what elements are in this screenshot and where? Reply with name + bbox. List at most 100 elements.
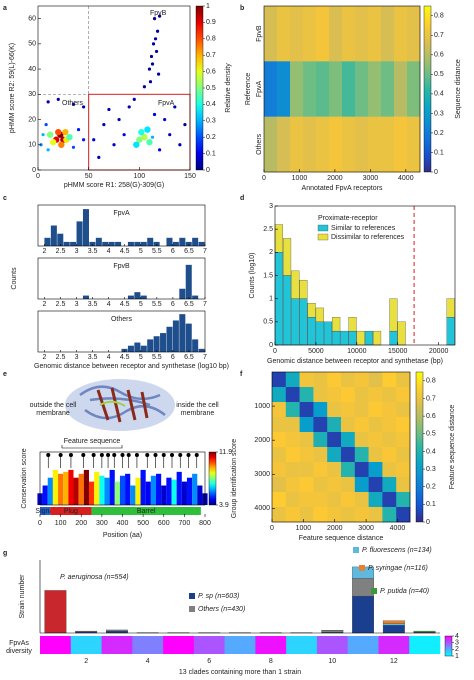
row-label: Others	[256, 133, 263, 155]
point	[102, 122, 106, 127]
heatmap-cell	[368, 417, 383, 433]
colorbar-tick-label: 11.9	[219, 449, 232, 456]
x-tick-label: 2.5	[56, 354, 66, 361]
heatmap-cell	[313, 462, 328, 478]
heatmap-cell	[354, 447, 369, 463]
heatmap-cell	[327, 402, 342, 418]
heatmap-cell	[354, 372, 369, 388]
domain-label: Barrel	[137, 508, 156, 515]
x-tick-label: 200	[75, 520, 87, 527]
panel-letter: f	[240, 371, 243, 378]
x-tick-label: 2	[42, 354, 46, 361]
heatmap-cell	[285, 402, 300, 418]
heatmap-cell	[396, 492, 411, 508]
x-axis-label: Position (aa)	[103, 532, 142, 539]
bar	[179, 237, 186, 246]
conservation-bar	[104, 477, 110, 505]
heatmap-cell	[272, 462, 287, 478]
y-tick-label: 1	[269, 296, 273, 303]
heatmap-cell	[355, 61, 369, 117]
point	[97, 155, 101, 159]
colorbar-tick-label: 0.8	[426, 378, 436, 385]
bar	[323, 321, 333, 346]
heatmap-cell	[368, 507, 383, 523]
feature-bracket	[61, 445, 123, 449]
heatmap-cell	[368, 432, 383, 448]
diversity-cell	[409, 636, 441, 654]
bar	[364, 330, 373, 346]
y-tick-label: 0	[269, 342, 273, 349]
x-tick-label: 6.5	[184, 354, 194, 361]
plot-frame	[271, 371, 411, 523]
x-tick-label: 5	[139, 354, 143, 361]
heatmap-cell	[396, 387, 411, 403]
heatmap-cell	[381, 61, 395, 117]
x-tick-label: 4	[146, 658, 150, 665]
conservation-bar	[171, 479, 177, 505]
x-tick-label: 3	[75, 301, 79, 308]
point	[152, 112, 157, 117]
diversity-cell	[316, 636, 348, 654]
bar	[179, 288, 186, 299]
heatmap-cell	[381, 116, 395, 173]
colorbar-label: Sequence distance	[455, 59, 462, 119]
point	[150, 135, 155, 139]
heatmap-cell	[341, 507, 356, 523]
x-tick-label: 6	[171, 354, 175, 361]
y-tick-label: 60	[28, 15, 36, 22]
heatmap-cell	[272, 402, 287, 418]
bar	[307, 317, 316, 346]
heatmap-cell	[382, 402, 397, 418]
bar	[382, 625, 405, 634]
subplot-title: Others	[111, 316, 133, 323]
bar	[185, 264, 192, 299]
heatmap-cell	[382, 462, 397, 478]
x-tick-label: 2.5	[56, 248, 66, 255]
feature-marker	[186, 453, 191, 457]
bar	[198, 241, 205, 246]
y-tick-label: 40	[28, 66, 36, 73]
plot-frame	[39, 451, 206, 506]
conservation-bar	[78, 473, 84, 505]
feature-marker	[46, 453, 51, 457]
x-tick-label: 4000	[398, 175, 414, 182]
x-tick-label: 500	[137, 520, 149, 527]
x-tick-label: 2	[42, 301, 46, 308]
conservation-bar	[94, 471, 100, 505]
bar	[192, 339, 199, 352]
diversity-cell	[132, 636, 164, 654]
point	[152, 17, 157, 21]
colorbar-tick-label: 0.7	[206, 52, 216, 59]
colorbar-label: Feature sequence distance	[449, 405, 456, 490]
point	[142, 85, 146, 89]
heatmap-cell	[290, 61, 304, 117]
point	[62, 128, 69, 136]
bar	[283, 275, 292, 346]
colorbar-tick-label: 0.2	[434, 130, 444, 137]
bar	[373, 330, 382, 346]
heatmap-cell	[342, 116, 356, 173]
bar	[82, 295, 89, 299]
heatmap-cell	[327, 387, 342, 403]
conservation-bar	[140, 469, 146, 505]
annotation: Others	[62, 100, 84, 107]
heatmap-cell	[341, 402, 356, 418]
heatmap-cell	[342, 6, 356, 62]
bar	[332, 317, 341, 332]
heatmap-cell	[396, 477, 411, 493]
bar	[321, 630, 344, 633]
bar	[198, 348, 205, 352]
point	[56, 97, 60, 101]
heatmap-cell	[285, 372, 300, 388]
heatmap-cell	[299, 477, 314, 493]
point	[92, 138, 96, 142]
heatmap-cell	[341, 432, 356, 448]
legend-label: P. putida (n=40)	[380, 588, 429, 595]
colorbar-tick-label: 1	[455, 653, 459, 660]
colorbar-label: Relative density	[225, 63, 232, 113]
bar	[352, 578, 374, 597]
feature-marker	[145, 453, 150, 457]
heatmap-cell	[303, 116, 317, 173]
bar	[332, 330, 341, 346]
x-tick-label: 10	[328, 658, 336, 665]
